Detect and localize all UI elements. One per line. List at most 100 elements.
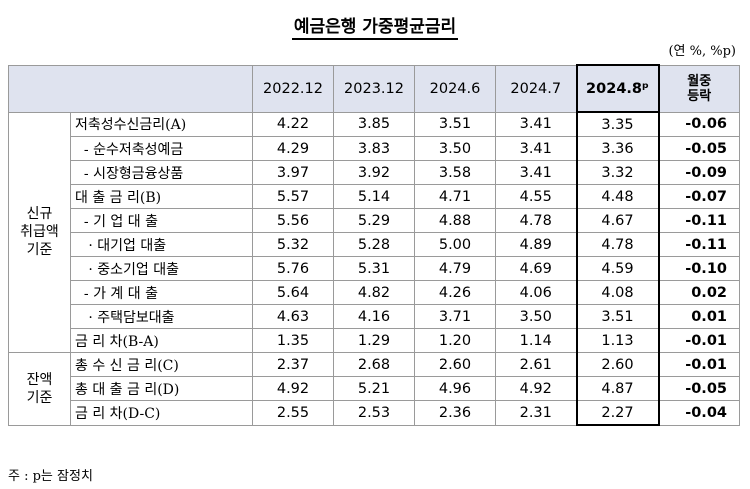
cell-value: 3.32: [575, 160, 660, 185]
cell-value: 3.83: [333, 136, 415, 161]
row-label: 저축성수신금리(A): [70, 111, 253, 137]
cell-value: 4.96: [414, 376, 496, 401]
cell-value: 4.78: [495, 208, 577, 233]
cell-value: 4.59: [575, 256, 660, 281]
cell-value: 4.67: [575, 208, 660, 233]
row-label: 금 리 차(D-C): [70, 400, 253, 426]
group-label-line: 기준: [26, 389, 53, 406]
header-change-line2: 등락: [687, 88, 712, 104]
cell-value: 1.20: [414, 328, 496, 353]
cell-value: 4.29: [252, 136, 334, 161]
row-label: - 시장형금융상품: [70, 160, 253, 185]
cell-value: 4.69: [495, 256, 577, 281]
cell-change: -0.09: [658, 160, 740, 185]
cell-change: -0.01: [658, 352, 740, 377]
cell-value: 4.92: [252, 376, 334, 401]
cell-change: -0.05: [658, 136, 740, 161]
cell-change: -0.04: [658, 400, 740, 426]
cell-value: 2.68: [333, 352, 415, 377]
cell-value: 4.63: [252, 304, 334, 329]
cell-value: 4.78: [575, 232, 660, 257]
group-balance: 잔액 기준: [8, 352, 71, 426]
group-label-line: 신규: [26, 206, 53, 223]
cell-value: 4.89: [495, 232, 577, 257]
cell-value: 5.00: [414, 232, 496, 257]
cell-value: 2.27: [575, 400, 660, 426]
cell-value: 2.60: [575, 352, 660, 377]
cell-value: 5.76: [252, 256, 334, 281]
header-blank: [8, 64, 253, 113]
table-row: 신규 취급액 기준 저축성수신금리(A) 4.22 3.85 3.51 3.41 3.35 -0.…: [8, 111, 740, 353]
cell-value: 3.58: [414, 160, 496, 185]
table-row: - 시장형금융상품 3.97 3.92 3.58 3.41 3.32 -0.09: [9, 160, 740, 185]
table-row: - 가 계 대 출 5.64 4.82 4.26 4.06 4.08 0.02: [9, 280, 740, 305]
header-col: 2022.12: [252, 64, 334, 113]
row-label: 총 수 신 금 리(C): [70, 352, 253, 377]
cell-value: 3.35: [575, 111, 660, 137]
cell-value: 3.92: [333, 160, 415, 185]
cell-value: 3.41: [495, 136, 577, 161]
cell-change: -0.10: [658, 256, 740, 281]
row-label: 금 리 차(B-A): [70, 328, 253, 353]
cell-value: 3.50: [414, 136, 496, 161]
cell-value: 3.51: [414, 111, 496, 137]
cell-value: 5.57: [252, 184, 334, 209]
cell-value: 4.48: [575, 184, 660, 209]
row-label: - 기 업 대 출: [70, 208, 253, 233]
table-row: 잔액 기준 총 수 신 금 리(C) 2.37 2.68 2.60 2.61 2.60 -0.0…: [8, 352, 740, 426]
table-row: 총 대 출 금 리(D) 4.92 5.21 4.96 4.92 4.87 -0.05: [9, 376, 740, 401]
group-label-line: 취급액: [20, 224, 59, 241]
table-row: - 순수저축성예금 4.29 3.83 3.50 3.41 3.36 -0.05: [9, 136, 740, 161]
header-change-line1: 월중: [687, 73, 712, 89]
cell-value: 4.87: [575, 376, 660, 401]
row-label: · 대기업 대출: [70, 232, 253, 257]
group-new-issue: 신규 취급액 기준: [8, 111, 71, 353]
cell-change: -0.11: [658, 208, 740, 233]
cell-value: 2.31: [495, 400, 577, 426]
cell-value: 3.97: [252, 160, 334, 185]
cell-value: 5.14: [333, 184, 415, 209]
header-col-change: 월중 등락: [658, 64, 740, 113]
cell-value: 3.71: [414, 304, 496, 329]
header-col: 2024.7: [495, 64, 577, 113]
cell-value: 2.61: [495, 352, 577, 377]
cell-value: 3.51: [575, 304, 660, 329]
cell-change: 0.02: [658, 280, 740, 305]
table-row: 금 리 차(B-A) 1.35 1.29 1.20 1.14 1.13 -0.01: [9, 328, 740, 353]
cell-value: 5.21: [333, 376, 415, 401]
cell-value: 4.82: [333, 280, 415, 305]
group-label-line: 기준: [26, 242, 53, 259]
cell-value: 3.41: [495, 111, 577, 137]
cell-value: 4.88: [414, 208, 496, 233]
cell-value: 4.71: [414, 184, 496, 209]
cell-value: 3.36: [575, 136, 660, 161]
cell-value: 5.29: [333, 208, 415, 233]
group-label-line: 잔액: [26, 371, 53, 388]
table-row: · 중소기업 대출 5.76 5.31 4.79 4.69 4.59 -0.10: [9, 256, 740, 281]
cell-change: -0.11: [658, 232, 740, 257]
cell-value: 2.53: [333, 400, 415, 426]
row-label: 총 대 출 금 리(D): [70, 376, 253, 401]
cell-value: 3.50: [495, 304, 577, 329]
cell-value: 4.79: [414, 256, 496, 281]
cell-value: 2.37: [252, 352, 334, 377]
footnote: 주 : p는 잠정치: [8, 469, 93, 484]
cell-value: 5.32: [252, 232, 334, 257]
cell-value: 4.92: [495, 376, 577, 401]
cell-value: 4.08: [575, 280, 660, 305]
cell-change: -0.07: [658, 184, 740, 209]
header-col: 2024.6: [414, 64, 496, 113]
cell-value: 5.31: [333, 256, 415, 281]
table-row: · 주택담보대출 4.63 4.16 3.71 3.50 3.51 0.01: [9, 304, 740, 329]
cell-value: 2.36: [414, 400, 496, 426]
cell-value: 3.85: [333, 111, 415, 137]
row-label: - 가 계 대 출: [70, 280, 253, 305]
table-row: 금 리 차(D-C) 2.55 2.53 2.36 2.31 2.27 -0.04: [9, 400, 740, 426]
cell-value: 1.14: [495, 328, 577, 353]
rates-table: 2022.12 2023.12 2024.6 2024.7 2024.8ᵖ 월중…: [8, 64, 740, 426]
table-row: · 대기업 대출 5.32 5.28 5.00 4.89 4.78 -0.11: [9, 232, 740, 257]
cell-change: -0.06: [658, 111, 740, 137]
cell-value: 5.64: [252, 280, 334, 305]
header-row: 2022.12 2023.12 2024.6 2024.7 2024.8ᵖ 월중…: [8, 64, 740, 113]
unit-label: (연 %, %p): [668, 44, 736, 59]
